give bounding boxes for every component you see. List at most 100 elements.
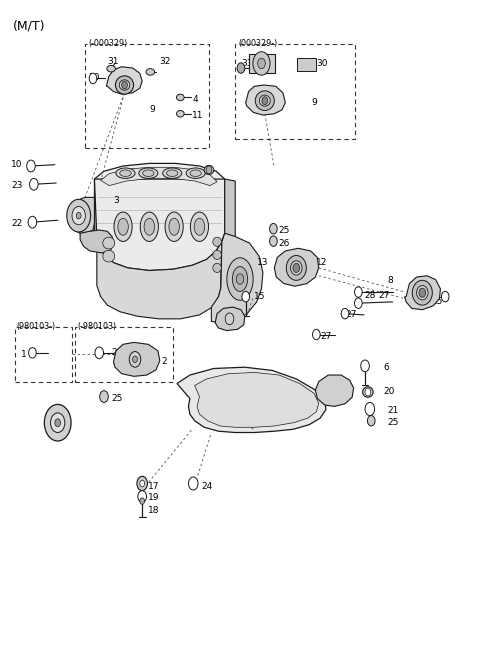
- Polygon shape: [246, 85, 285, 115]
- Text: 25: 25: [278, 226, 289, 234]
- Circle shape: [67, 199, 91, 232]
- Bar: [75, 327, 173, 382]
- Ellipse shape: [163, 168, 182, 178]
- Ellipse shape: [103, 251, 115, 262]
- Polygon shape: [221, 179, 235, 306]
- Circle shape: [270, 236, 277, 247]
- Text: 5: 5: [416, 284, 421, 293]
- Circle shape: [206, 166, 212, 174]
- Text: 16: 16: [264, 381, 276, 390]
- Text: 30: 30: [316, 59, 328, 68]
- Text: 27: 27: [378, 291, 390, 300]
- Circle shape: [138, 491, 146, 502]
- Text: 10: 10: [11, 160, 23, 169]
- Circle shape: [237, 63, 245, 73]
- Circle shape: [140, 498, 144, 504]
- Circle shape: [355, 298, 362, 308]
- Circle shape: [137, 476, 147, 491]
- Ellipse shape: [177, 110, 184, 117]
- Ellipse shape: [139, 168, 158, 178]
- Text: 7: 7: [49, 422, 55, 432]
- Text: 6: 6: [383, 363, 389, 372]
- Polygon shape: [95, 179, 225, 270]
- Circle shape: [129, 352, 141, 367]
- Bar: [297, 58, 316, 72]
- Circle shape: [419, 288, 426, 297]
- Bar: [15, 327, 72, 382]
- Text: 13: 13: [257, 258, 268, 267]
- Ellipse shape: [412, 280, 432, 305]
- Text: 29: 29: [111, 348, 122, 358]
- Ellipse shape: [116, 76, 133, 94]
- Circle shape: [355, 287, 362, 297]
- Circle shape: [236, 274, 244, 284]
- Text: 25: 25: [431, 297, 442, 306]
- Polygon shape: [275, 249, 319, 286]
- Text: (-000329): (-000329): [88, 39, 128, 49]
- Text: 4: 4: [192, 95, 198, 104]
- Text: 9: 9: [149, 105, 155, 113]
- Text: 8: 8: [387, 276, 393, 285]
- Text: 30: 30: [89, 73, 100, 81]
- Text: 1: 1: [21, 350, 26, 359]
- Text: 32: 32: [159, 57, 170, 66]
- Circle shape: [270, 224, 277, 234]
- Circle shape: [55, 419, 60, 426]
- Ellipse shape: [227, 258, 253, 300]
- Circle shape: [341, 308, 349, 319]
- Circle shape: [242, 291, 250, 302]
- Ellipse shape: [107, 66, 116, 72]
- Polygon shape: [114, 342, 160, 377]
- Circle shape: [44, 405, 71, 441]
- Ellipse shape: [177, 94, 184, 100]
- Ellipse shape: [116, 168, 135, 178]
- Polygon shape: [68, 197, 95, 234]
- Bar: [249, 54, 275, 73]
- Ellipse shape: [259, 95, 270, 106]
- Ellipse shape: [363, 387, 373, 398]
- Polygon shape: [95, 163, 225, 184]
- Text: 26: 26: [278, 239, 289, 247]
- Polygon shape: [177, 367, 326, 432]
- Circle shape: [365, 403, 374, 415]
- Text: 23: 23: [11, 181, 22, 190]
- Circle shape: [100, 391, 108, 403]
- Text: 19: 19: [148, 493, 160, 502]
- Ellipse shape: [190, 170, 201, 176]
- Bar: [85, 44, 209, 148]
- Ellipse shape: [120, 170, 131, 176]
- Circle shape: [312, 329, 320, 340]
- Text: (M/T): (M/T): [13, 20, 46, 33]
- Text: 9: 9: [312, 98, 317, 107]
- Ellipse shape: [167, 170, 178, 176]
- Circle shape: [258, 58, 265, 69]
- Ellipse shape: [103, 237, 115, 249]
- Ellipse shape: [146, 69, 155, 75]
- Circle shape: [89, 73, 97, 84]
- Circle shape: [27, 160, 35, 172]
- Text: 27: 27: [320, 332, 332, 341]
- Text: 25: 25: [111, 394, 122, 403]
- Circle shape: [140, 480, 144, 487]
- Circle shape: [253, 52, 270, 75]
- Ellipse shape: [186, 168, 205, 178]
- Circle shape: [361, 360, 369, 372]
- Text: 14: 14: [218, 322, 230, 331]
- Circle shape: [72, 207, 85, 225]
- Text: 27: 27: [345, 310, 356, 319]
- Text: 15: 15: [254, 292, 266, 301]
- Circle shape: [132, 356, 137, 363]
- Polygon shape: [215, 307, 245, 331]
- Polygon shape: [315, 375, 354, 406]
- Text: 31: 31: [108, 57, 119, 66]
- Ellipse shape: [290, 260, 302, 275]
- Text: 12: 12: [316, 258, 328, 267]
- Text: 3: 3: [114, 196, 120, 205]
- Polygon shape: [80, 230, 114, 253]
- Ellipse shape: [140, 212, 158, 241]
- Text: 21: 21: [387, 406, 398, 415]
- Ellipse shape: [213, 251, 221, 259]
- Circle shape: [189, 477, 198, 490]
- Ellipse shape: [169, 218, 180, 236]
- Ellipse shape: [286, 255, 306, 280]
